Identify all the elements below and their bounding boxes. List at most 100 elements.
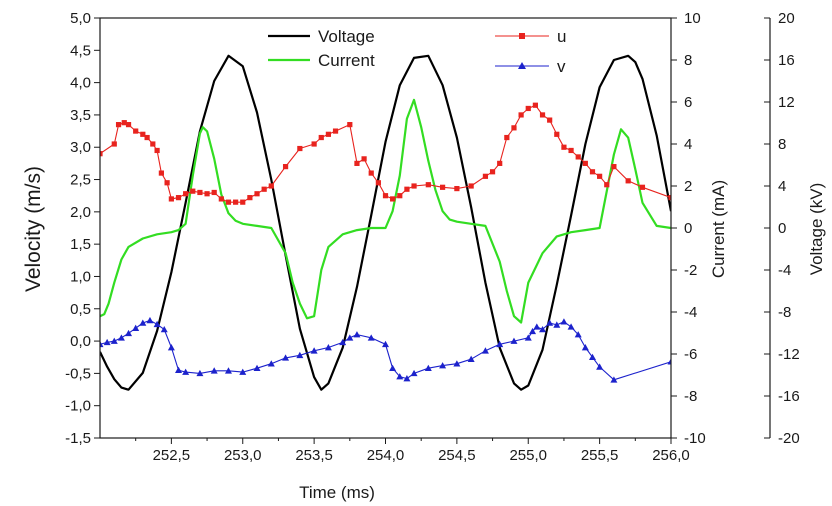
current-tick-label: 10 (684, 10, 701, 27)
v-point (596, 363, 604, 370)
current-tick-label: 8 (684, 52, 692, 69)
u-point (218, 196, 224, 202)
u-point (347, 122, 353, 128)
v-point (610, 376, 618, 383)
v-point (324, 344, 332, 351)
velocity-tick-label: 4,0 (70, 75, 91, 92)
u-point (261, 186, 267, 192)
v-point (339, 338, 347, 346)
v-point (539, 325, 547, 333)
u-point (158, 170, 164, 176)
u-point (168, 196, 174, 202)
x-tick-label: 255,5 (581, 447, 619, 464)
u-point (140, 131, 146, 137)
velocity-tick-label: 0,0 (70, 333, 91, 350)
u-point (440, 184, 446, 190)
u-point (354, 160, 360, 166)
voltage-tick-label: 16 (778, 52, 795, 69)
u-point (375, 180, 381, 186)
u-point (554, 131, 560, 137)
u-point (482, 173, 489, 179)
u-point (164, 180, 170, 186)
axes-layer: 252,5 253,0 253,5 254,0 254,5 255,0 255,5 256,0… (65, 10, 800, 464)
v-point (210, 367, 218, 374)
v-point (224, 367, 232, 374)
u-point (100, 151, 103, 157)
velocity-tick-label: 3,5 (70, 107, 91, 124)
legend-voltage-label: Voltage (318, 27, 375, 46)
u-point (425, 182, 431, 188)
v-point (196, 369, 204, 377)
velocity-tick-label: 3,0 (70, 139, 91, 156)
u-point (639, 184, 646, 190)
v-point (310, 347, 318, 354)
velocity-tick-label: 1,5 (70, 236, 91, 253)
v-point (424, 364, 432, 372)
legend: Voltage Current uv (268, 27, 566, 76)
legend-v-label: v (557, 57, 566, 76)
v-point (267, 360, 275, 367)
v-point (410, 369, 418, 377)
voltage-tick-label: -8 (778, 304, 791, 321)
x-tick-label: 256,0 (652, 447, 690, 464)
u-point (175, 195, 182, 201)
v-point (253, 364, 261, 372)
velocity-tick-label: 2,0 (70, 204, 91, 221)
v-point (389, 364, 397, 372)
u-point (111, 141, 117, 147)
velocity-tick-label: 0,5 (70, 301, 91, 318)
u-point (311, 141, 317, 147)
x-tick-label: 253,5 (295, 447, 333, 464)
u-point (121, 120, 127, 126)
u-point (240, 199, 246, 205)
u-point (397, 193, 403, 199)
v-point (553, 321, 561, 328)
v-point (588, 353, 596, 361)
velocity-axis-title: Velocity (m/s) (22, 166, 45, 292)
u-point (233, 199, 239, 205)
u-point (539, 112, 546, 118)
current-tick-label: 4 (684, 136, 692, 153)
v-point (100, 340, 104, 348)
voltage-tick-label: 0 (778, 220, 786, 237)
u-point (133, 128, 139, 134)
v-point (160, 325, 168, 333)
velocity-tick-label: -1,0 (65, 398, 91, 415)
voltage-tick-label: -12 (778, 346, 800, 363)
v-point (396, 373, 404, 380)
u-point (604, 182, 610, 188)
v-point (346, 334, 354, 341)
series-layer (100, 54, 671, 391)
u-point (211, 189, 217, 196)
v-point (510, 337, 518, 344)
v-point (546, 319, 554, 326)
legend-u-label: u (557, 27, 566, 46)
v-point (117, 334, 125, 341)
u-point (497, 160, 503, 166)
u-point (625, 178, 631, 184)
u-point (225, 199, 232, 205)
v-point (239, 368, 247, 375)
v-point (182, 368, 190, 375)
x-tick-label: 254,5 (438, 447, 476, 464)
u-point (575, 154, 581, 160)
x-tick-label: 253,0 (224, 447, 262, 464)
u-point (532, 102, 538, 108)
u-point (597, 173, 603, 179)
voltage-tick-label: 4 (778, 178, 786, 195)
u-point (325, 131, 331, 137)
velocity-tick-label: 5,0 (70, 10, 91, 27)
current-tick-label: -10 (684, 430, 706, 447)
velocity-tick-label: -0,5 (65, 365, 91, 382)
current-tick-label: 2 (684, 178, 692, 195)
u-point (568, 147, 574, 154)
u-point (144, 134, 150, 141)
v-point (560, 318, 568, 325)
v-point (382, 340, 389, 348)
v-point (524, 334, 532, 341)
v-point (153, 320, 161, 328)
v-point (481, 347, 489, 354)
u-point (468, 183, 474, 189)
u-point (297, 145, 303, 152)
u-point (382, 193, 389, 199)
